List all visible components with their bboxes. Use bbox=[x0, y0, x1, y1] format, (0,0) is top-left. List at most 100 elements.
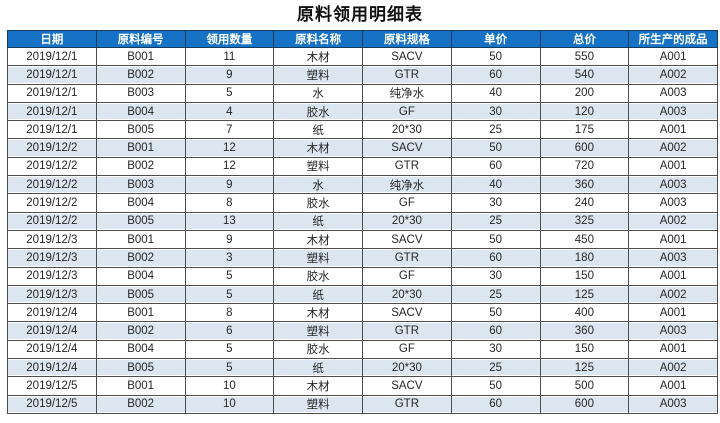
cell[interactable]: A001 bbox=[628, 266, 718, 286]
cell[interactable]: 8 bbox=[184, 193, 275, 213]
column-header[interactable]: 总价 bbox=[539, 30, 630, 48]
cell[interactable]: 2019/12/1 bbox=[7, 120, 97, 140]
cell[interactable]: 9 bbox=[184, 229, 275, 250]
cell[interactable]: 纸 bbox=[273, 284, 363, 305]
cell[interactable]: 胶水 bbox=[273, 101, 363, 122]
cell[interactable]: 塑料 bbox=[273, 394, 363, 414]
cell[interactable]: 2019/12/1 bbox=[7, 83, 97, 103]
cell[interactable]: 水 bbox=[273, 175, 363, 195]
cell[interactable]: 纯净水 bbox=[362, 175, 452, 195]
cell[interactable]: 600 bbox=[539, 394, 630, 414]
cell[interactable]: 塑料 bbox=[273, 65, 363, 85]
cell[interactable]: A002 bbox=[628, 138, 718, 158]
cell[interactable]: 12 bbox=[184, 138, 275, 158]
cell[interactable]: 5 bbox=[184, 266, 275, 286]
cell[interactable]: 7 bbox=[184, 120, 275, 140]
cell[interactable]: B004 bbox=[95, 266, 186, 286]
cell[interactable]: GTR bbox=[362, 321, 452, 341]
cell[interactable]: 325 bbox=[539, 211, 630, 231]
cell[interactable]: GF bbox=[362, 193, 452, 213]
column-header[interactable]: 单价 bbox=[450, 30, 541, 48]
cell[interactable]: GTR bbox=[362, 248, 452, 268]
cell[interactable]: A002 bbox=[628, 358, 718, 378]
cell[interactable]: 纸 bbox=[273, 211, 363, 231]
cell[interactable]: 450 bbox=[539, 229, 630, 250]
cell[interactable]: B001 bbox=[95, 376, 186, 396]
cell[interactable]: 6 bbox=[184, 321, 275, 341]
cell[interactable]: SACV bbox=[362, 138, 452, 158]
cell[interactable]: 13 bbox=[184, 211, 275, 231]
cell[interactable]: 40 bbox=[450, 175, 541, 195]
cell[interactable]: A001 bbox=[628, 120, 718, 140]
cell[interactable]: B005 bbox=[95, 120, 186, 140]
column-header[interactable]: 领用数量 bbox=[184, 30, 275, 48]
cell[interactable]: 20*30 bbox=[362, 358, 452, 378]
cell[interactable]: A001 bbox=[628, 46, 718, 67]
cell[interactable]: 纸 bbox=[273, 120, 363, 140]
cell[interactable]: A003 bbox=[628, 83, 718, 103]
cell[interactable]: A003 bbox=[628, 193, 718, 213]
cell[interactable]: 150 bbox=[539, 266, 630, 286]
cell[interactable]: A003 bbox=[628, 321, 718, 341]
cell[interactable]: B005 bbox=[95, 284, 186, 305]
cell[interactable]: B004 bbox=[95, 193, 186, 213]
cell[interactable]: SACV bbox=[362, 303, 452, 323]
cell[interactable]: 20*30 bbox=[362, 211, 452, 231]
cell[interactable]: 180 bbox=[539, 248, 630, 268]
cell[interactable]: 500 bbox=[539, 376, 630, 396]
cell[interactable]: A002 bbox=[628, 65, 718, 85]
cell[interactable]: SACV bbox=[362, 376, 452, 396]
cell[interactable]: 30 bbox=[450, 193, 541, 213]
cell[interactable]: 60 bbox=[450, 65, 541, 85]
cell[interactable]: 2019/12/4 bbox=[7, 303, 97, 323]
cell[interactable]: B002 bbox=[95, 394, 186, 414]
cell[interactable]: 60 bbox=[450, 394, 541, 414]
cell[interactable]: B005 bbox=[95, 358, 186, 378]
cell[interactable]: 2019/12/1 bbox=[7, 101, 97, 122]
cell[interactable]: 2019/12/5 bbox=[7, 394, 97, 414]
cell[interactable]: GF bbox=[362, 266, 452, 286]
cell[interactable]: 5 bbox=[184, 83, 275, 103]
cell[interactable]: 5 bbox=[184, 284, 275, 305]
cell[interactable]: B005 bbox=[95, 211, 186, 231]
cell[interactable]: 2019/12/4 bbox=[7, 339, 97, 360]
column-header[interactable]: 原料名称 bbox=[273, 30, 363, 48]
column-header[interactable]: 所生产的成品 bbox=[628, 30, 718, 48]
cell[interactable]: 25 bbox=[450, 284, 541, 305]
cell[interactable]: A001 bbox=[628, 303, 718, 323]
cell[interactable]: 30 bbox=[450, 101, 541, 122]
cell[interactable]: 纯净水 bbox=[362, 83, 452, 103]
cell[interactable]: B001 bbox=[95, 138, 186, 158]
cell[interactable]: 8 bbox=[184, 303, 275, 323]
cell[interactable]: B001 bbox=[95, 46, 186, 67]
cell[interactable]: 纸 bbox=[273, 358, 363, 378]
cell[interactable]: 5 bbox=[184, 339, 275, 360]
cell[interactable]: A003 bbox=[628, 101, 718, 122]
cell[interactable]: 50 bbox=[450, 376, 541, 396]
cell[interactable]: 175 bbox=[539, 120, 630, 140]
column-header[interactable]: 日期 bbox=[7, 30, 97, 48]
cell[interactable]: 胶水 bbox=[273, 266, 363, 286]
cell[interactable]: 胶水 bbox=[273, 339, 363, 360]
cell[interactable]: 60 bbox=[450, 321, 541, 341]
cell[interactable]: 9 bbox=[184, 65, 275, 85]
cell[interactable]: 塑料 bbox=[273, 248, 363, 268]
cell[interactable]: 2019/12/2 bbox=[7, 193, 97, 213]
cell[interactable]: B001 bbox=[95, 303, 186, 323]
cell[interactable]: 11 bbox=[184, 46, 275, 67]
cell[interactable]: 2019/12/3 bbox=[7, 266, 97, 286]
cell[interactable]: SACV bbox=[362, 229, 452, 250]
cell[interactable]: 木材 bbox=[273, 46, 363, 67]
cell[interactable]: 30 bbox=[450, 266, 541, 286]
cell[interactable]: 50 bbox=[450, 229, 541, 250]
cell[interactable]: 600 bbox=[539, 138, 630, 158]
cell[interactable]: B002 bbox=[95, 156, 186, 177]
cell[interactable]: 120 bbox=[539, 101, 630, 122]
cell[interactable]: 10 bbox=[184, 376, 275, 396]
cell[interactable]: 2019/12/4 bbox=[7, 358, 97, 378]
cell[interactable]: 60 bbox=[450, 248, 541, 268]
cell[interactable]: 150 bbox=[539, 339, 630, 360]
cell[interactable]: 2019/12/2 bbox=[7, 175, 97, 195]
cell[interactable]: 30 bbox=[450, 339, 541, 360]
cell[interactable]: 20*30 bbox=[362, 284, 452, 305]
